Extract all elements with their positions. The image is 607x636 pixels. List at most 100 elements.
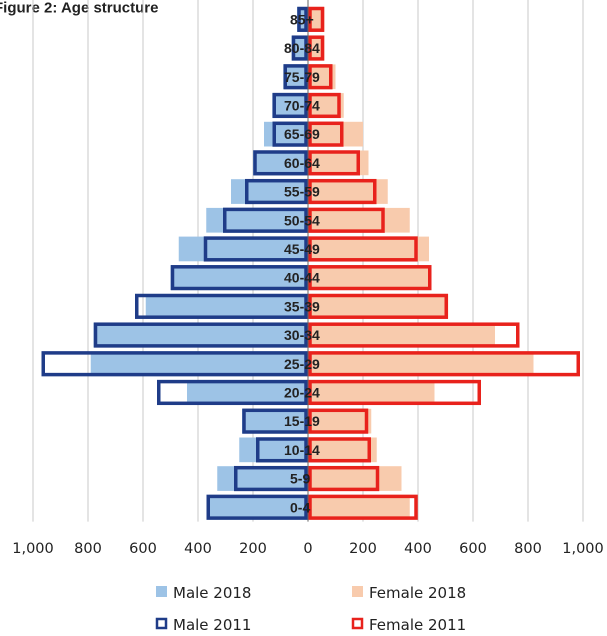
age-labels: 0-4 5-9 10-14 15-19 20-24 25-29 30-34 35-39 40-4… <box>284 11 320 515</box>
bar-male-2018-25-29 <box>90 351 308 377</box>
x-tick-label: 1,000 <box>562 541 604 557</box>
bar-male-2011-40-44 <box>170 265 308 291</box>
x-tick-label: 800 <box>74 541 102 557</box>
age-label: 5-9 <box>290 471 310 487</box>
bar-female-2018-25-29 <box>308 351 534 377</box>
age-label: 0-4 <box>290 499 310 515</box>
bar-male-2011-15-19 <box>242 408 308 434</box>
bar-male-2018-65-69 <box>264 121 308 147</box>
x-tick-label: 200 <box>239 541 267 557</box>
age-label: 45-49 <box>284 241 320 257</box>
bar-male-2011-0-4 <box>206 494 308 520</box>
age-label: 80-84 <box>284 40 320 56</box>
bar-male-2018-40-44 <box>170 265 308 290</box>
bar-female-2011-55-59 <box>308 178 377 205</box>
age-label: 85+ <box>290 11 314 27</box>
bar-male-2018-55-59 <box>231 179 308 204</box>
x-tick-label: 1,000 <box>12 541 54 557</box>
outline-bars <box>41 0 580 522</box>
age-label: 25-29 <box>284 356 320 372</box>
bar-female-2018-5-9 <box>308 466 402 491</box>
bar-male-2011-50-54 <box>223 207 308 233</box>
bar-female-2018-20-24 <box>308 380 435 405</box>
legend-swatch-female-2018 <box>352 586 363 597</box>
bar-male-2011-25-29 <box>41 351 308 377</box>
age-label: 15-19 <box>284 413 320 429</box>
bar-female-2018-0-4 <box>308 494 410 520</box>
bar-female-2011-50-54 <box>308 207 385 233</box>
bar-male-2011-85+ <box>297 6 308 32</box>
bar-female-2018-35-39 <box>308 294 449 319</box>
x-tick-label: 200 <box>349 541 377 557</box>
chart-title: Figure 2: Age structure <box>0 0 158 16</box>
x-tick-label: 600 <box>459 541 487 557</box>
bar-female-2011-15-19 <box>308 408 369 434</box>
bar-male-2011-60-64 <box>253 150 308 176</box>
age-label: 10-14 <box>284 442 320 458</box>
bar-male-2018-70-74 <box>272 93 308 118</box>
bar-male-2018-15-19 <box>242 408 308 434</box>
age-label: 55-59 <box>284 184 320 200</box>
bar-female-2018-45-49 <box>308 236 429 262</box>
bar-male-2011-5-9 <box>234 465 308 492</box>
bar-male-2018-30-34 <box>93 322 308 348</box>
legend-swatch-male-2018 <box>156 586 167 597</box>
bar-male-2011-75-79 <box>283 64 308 90</box>
bar-male-2018-0-4 <box>209 494 308 520</box>
x-tick-label: 600 <box>129 541 157 557</box>
filled-bars <box>90 7 534 520</box>
bar-male-2011-20-24 <box>157 379 308 406</box>
bar-female-2018-15-19 <box>308 408 372 434</box>
bar-male-2018-5-9 <box>217 466 308 491</box>
bar-male-2011-65-69 <box>272 121 308 147</box>
age-label: 40-44 <box>284 270 320 286</box>
bar-female-2011-85+ <box>308 6 325 32</box>
legend-label-female-2018: Female 2018 <box>369 584 466 602</box>
age-label: 65-69 <box>284 126 320 142</box>
bar-female-2011-5-9 <box>308 465 380 492</box>
bar-female-2018-40-44 <box>308 265 429 290</box>
bar-female-2011-45-49 <box>308 236 418 262</box>
bar-male-2011-55-59 <box>245 178 308 205</box>
legend-label-male-2011: Male 2011 <box>173 616 251 634</box>
x-tick-label: 400 <box>404 541 432 557</box>
legend-swatch-female-2011 <box>351 617 364 630</box>
bar-female-2011-75-79 <box>308 64 333 90</box>
bar-male-2018-45-49 <box>178 236 308 262</box>
bar-female-2011-10-14 <box>308 437 371 463</box>
bar-female-2011-0-4 <box>308 494 418 520</box>
bar-female-2011-35-39 <box>308 293 448 319</box>
bar-male-2018-20-24 <box>187 380 308 405</box>
x-tick-label: 0 <box>303 541 312 557</box>
bar-male-2018-10-14 <box>239 437 308 463</box>
bar-male-2011-45-49 <box>203 236 308 262</box>
age-label: 35-39 <box>284 298 320 314</box>
age-label: 75-79 <box>284 69 320 85</box>
bar-female-2011-30-34 <box>308 322 520 348</box>
legend: Male 2018 Female 2018 Male 2011 Female 2011 <box>155 584 466 634</box>
bar-male-2018-80-84 <box>291 35 308 61</box>
bar-female-2018-85+ <box>308 7 325 32</box>
bar-male-2011-80-84 <box>291 35 308 61</box>
bar-female-2011-80-84 <box>308 35 325 61</box>
bar-female-2018-80-84 <box>308 35 325 61</box>
bar-male-2018-60-64 <box>253 150 308 176</box>
x-tick-label: 400 <box>184 541 212 557</box>
bar-male-2018-85+ <box>297 7 308 32</box>
bar-female-2011-25-29 <box>308 351 580 377</box>
legend-label-female-2011: Female 2011 <box>369 616 466 634</box>
bar-female-2011-20-24 <box>308 379 481 406</box>
age-label: 20-24 <box>284 384 320 400</box>
bar-female-2011-60-64 <box>308 150 360 176</box>
legend-label-male-2018: Male 2018 <box>173 584 251 602</box>
bar-female-2011-70-74 <box>308 92 341 119</box>
bar-male-2018-75-79 <box>283 64 308 90</box>
bar-male-2018-35-39 <box>145 294 308 319</box>
age-label: 30-34 <box>284 327 320 343</box>
bar-male-2011-70-74 <box>272 92 308 119</box>
bar-female-2011-40-44 <box>308 265 432 291</box>
bar-female-2018-10-14 <box>308 437 377 463</box>
bar-male-2011-35-39 <box>135 293 308 319</box>
legend-swatch-male-2011 <box>155 617 168 630</box>
